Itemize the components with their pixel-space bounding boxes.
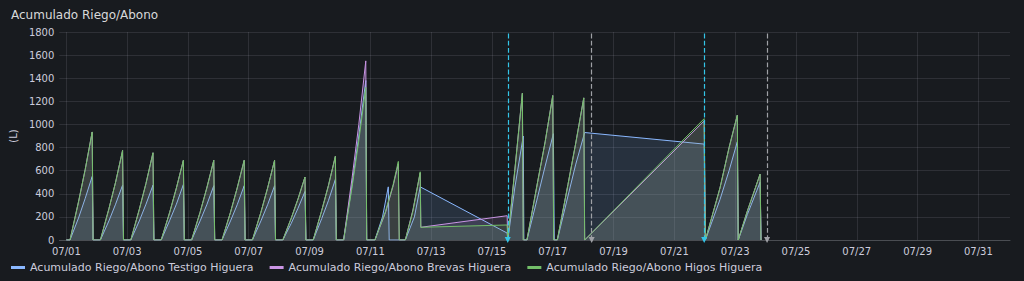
svg-text:Acumulado Riego/Abono Higos Hi: Acumulado Riego/Abono Higos Higuera	[546, 261, 762, 274]
svg-text:07/31: 07/31	[964, 246, 993, 257]
svg-text:07/01: 07/01	[52, 246, 81, 257]
svg-text:1000: 1000	[29, 119, 54, 130]
svg-text:07/19: 07/19	[599, 246, 628, 257]
svg-text:1400: 1400	[29, 73, 54, 84]
svg-text:Acumulado Riego/Abono: Acumulado Riego/Abono	[11, 8, 158, 22]
svg-text:0: 0	[48, 235, 54, 246]
svg-text:Acumulado Riego/Abono Brevas H: Acumulado Riego/Abono Brevas Higuera	[289, 261, 512, 274]
svg-text:07/23: 07/23	[721, 246, 750, 257]
svg-text:07/21: 07/21	[660, 246, 689, 257]
svg-text:(L): (L)	[8, 129, 19, 142]
svg-text:07/07: 07/07	[234, 246, 263, 257]
svg-text:07/15: 07/15	[478, 246, 507, 257]
svg-text:07/13: 07/13	[417, 246, 446, 257]
svg-text:1600: 1600	[29, 50, 54, 61]
svg-text:200: 200	[35, 211, 54, 222]
svg-text:800: 800	[35, 142, 54, 153]
svg-text:07/27: 07/27	[842, 246, 871, 257]
svg-text:07/25: 07/25	[782, 246, 811, 257]
svg-text:07/09: 07/09	[295, 246, 324, 257]
svg-text:1200: 1200	[29, 96, 54, 107]
svg-text:07/11: 07/11	[356, 246, 385, 257]
svg-text:07/29: 07/29	[903, 246, 932, 257]
svg-text:07/17: 07/17	[538, 246, 567, 257]
svg-text:07/03: 07/03	[113, 246, 142, 257]
svg-text:1800: 1800	[29, 27, 54, 38]
svg-text:600: 600	[35, 165, 54, 176]
svg-text:07/05: 07/05	[174, 246, 203, 257]
svg-text:400: 400	[35, 188, 54, 199]
svg-text:Acumulado Riego/Abono Testigo: Acumulado Riego/Abono Testigo Higuera	[30, 261, 254, 274]
